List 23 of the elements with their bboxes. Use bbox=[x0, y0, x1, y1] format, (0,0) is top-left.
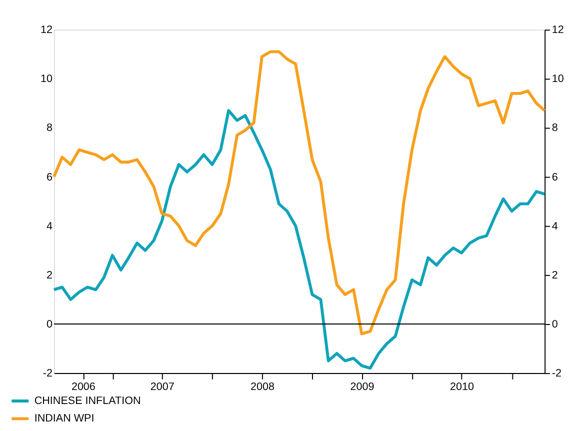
x-tick-label: 2009 bbox=[350, 381, 374, 394]
y2-tick-label: 4 bbox=[552, 220, 558, 232]
y2-tick-label: -2 bbox=[552, 367, 562, 380]
x-tick-label: 2006 bbox=[71, 381, 96, 394]
y2-tick-label: 2 bbox=[552, 269, 558, 282]
x-tick-label: 2010 bbox=[450, 381, 474, 394]
y-tick-label: 12 bbox=[40, 24, 52, 36]
y-tick-label: -2 bbox=[42, 367, 52, 380]
y-tick-label: 10 bbox=[40, 73, 52, 86]
y-tick-label: 4 bbox=[46, 220, 52, 232]
y-tick-label: 8 bbox=[46, 122, 52, 134]
y-tick-label: 0 bbox=[46, 318, 52, 330]
y2-tick-label: 10 bbox=[552, 73, 564, 86]
y2-tick-label: 8 bbox=[552, 122, 558, 134]
y2-tick-label: 6 bbox=[552, 171, 558, 184]
x-tick-label: 2007 bbox=[150, 381, 174, 394]
y2-tick-label: 12 bbox=[552, 24, 564, 36]
x-tick-label: 2008 bbox=[250, 381, 274, 394]
y-tick-label: 6 bbox=[46, 171, 52, 184]
legend-label: INDIAN WPI bbox=[34, 412, 94, 425]
y2-tick-label: 0 bbox=[552, 318, 558, 330]
y-tick-label: 2 bbox=[46, 269, 52, 282]
legend-label: CHINESE INFLATION bbox=[34, 394, 141, 407]
